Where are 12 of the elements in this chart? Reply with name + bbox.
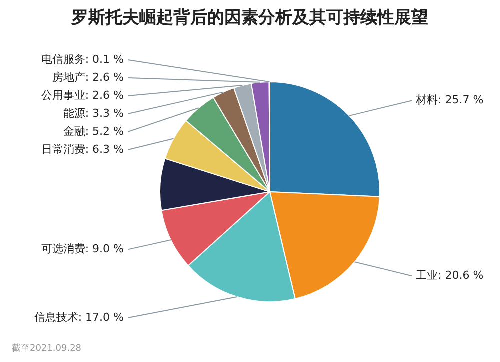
chart-title: 罗斯托夫崛起背后的因素分析及其可持续性展望 [70,8,428,28]
slice-label: 工业: 20.6 % [416,269,484,282]
slice-label: 电信服务: 0.1 % [41,53,124,66]
slice-label: 房地产: 2.6 % [52,71,124,84]
slice-label: 材料: 25.7 % [415,94,484,107]
slice-label: 可选消费: 9.0 % [41,242,124,256]
slice-label: 公用事业: 2.6 % [41,89,124,102]
slice-label: 能源: 3.3 % [63,107,124,120]
slice-label: 信息技术: 17.0 % [34,311,124,324]
slice-label: 日常消费: 6.3 % [41,143,124,156]
text: 截至2021.09.28 [12,343,82,354]
slice-label: 金融: 5.2 % [63,125,124,138]
